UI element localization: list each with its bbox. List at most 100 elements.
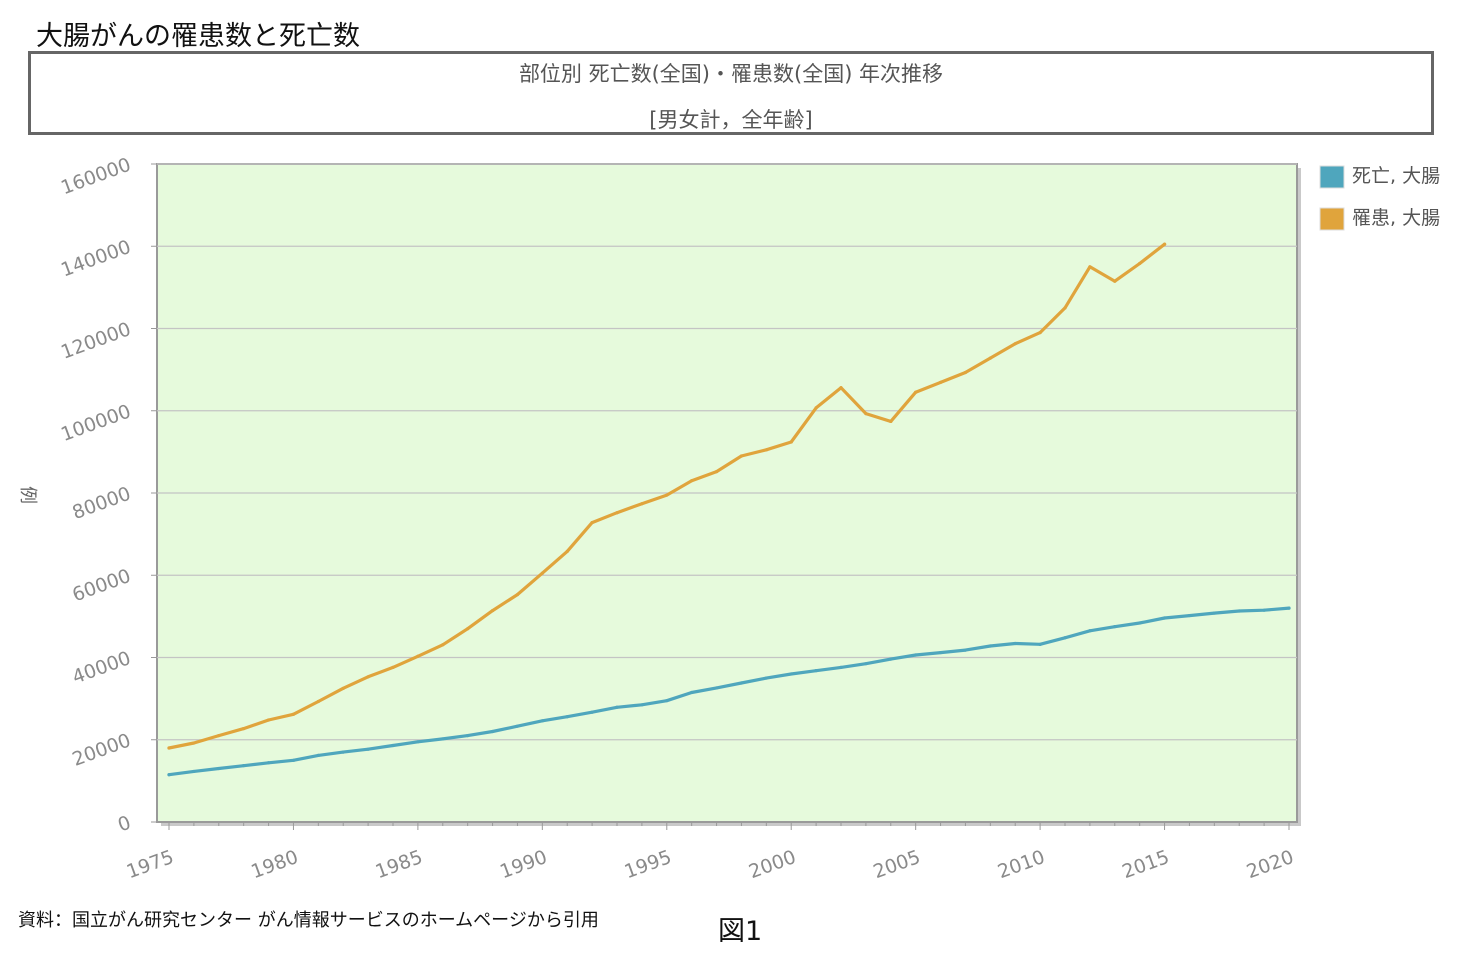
data-point: [1162, 616, 1167, 620]
data-point: [914, 390, 918, 394]
data-point: [291, 712, 296, 716]
data-point: [764, 448, 768, 452]
data-point: [1237, 609, 1241, 613]
data-point: [714, 470, 719, 474]
y-tick-label: 20000: [69, 729, 133, 770]
y-axis-ticks: 0 20000 40000 60000 80000 100000 120000 140000 1…: [58, 154, 157, 837]
data-point: [565, 549, 569, 553]
data-point: [665, 493, 669, 497]
data-point: [864, 662, 868, 666]
x-tick-label: 1990: [497, 846, 550, 883]
data-point: [242, 764, 246, 768]
data-point: [192, 769, 196, 774]
data-point: [640, 502, 644, 506]
data-point: [814, 406, 818, 410]
legend-swatch: [1319, 207, 1345, 231]
data-point: [963, 648, 968, 652]
x-tick-label: 2000: [746, 846, 799, 883]
chart-title: 部位別 死亡数(全国)・罹患数(全国) 年次推移: [518, 62, 944, 86]
data-point: [391, 743, 395, 748]
data-point: [938, 380, 943, 384]
data-point: [1088, 629, 1092, 633]
data-point: [1038, 331, 1042, 335]
data-point: [864, 412, 868, 416]
data-point: [1138, 621, 1142, 625]
data-point: [1063, 636, 1067, 640]
data-point: [889, 657, 893, 661]
page-title: 大腸がんの罹患数と死亡数: [36, 21, 360, 52]
data-point: [1162, 242, 1167, 246]
data-point: [441, 643, 445, 647]
data-point: [565, 715, 569, 719]
data-point: [167, 773, 171, 777]
y-tick-label: 160000: [58, 154, 134, 199]
data-point: [341, 750, 345, 754]
data-point: [540, 719, 544, 723]
y-tick-label: 140000: [58, 236, 134, 281]
data-point: [466, 627, 470, 631]
data-point: [739, 681, 744, 685]
x-tick-label: 2005: [870, 846, 923, 883]
y-tick-label: 60000: [69, 565, 133, 606]
data-point: [1212, 611, 1216, 615]
data-point: [366, 675, 370, 679]
data-point: [515, 724, 520, 728]
line-chart: 0 20000 40000 60000 80000 100000 120000 140000 1…: [17, 154, 1440, 884]
data-point: [291, 758, 296, 762]
data-point: [665, 699, 669, 703]
data-point: [1113, 625, 1117, 629]
data-point: [1187, 613, 1192, 618]
data-point: [914, 653, 918, 657]
x-axis-ticks: 1975 1980 1985 1990 1995 2000 2005 2010 2015 2020: [124, 822, 1297, 883]
data-point: [839, 386, 843, 390]
legend-label: 罹患, 大腸: [1352, 207, 1440, 229]
data-point: [690, 690, 694, 695]
data-point: [988, 644, 992, 648]
data-point: [266, 718, 271, 722]
data-point: [640, 703, 644, 707]
data-point: [1287, 606, 1291, 610]
data-point: [1262, 608, 1266, 612]
data-point: [316, 699, 320, 704]
data-point: [590, 521, 594, 525]
series-layer: [167, 242, 1291, 777]
data-point: [1013, 641, 1017, 646]
x-tick-label: 2020: [1244, 846, 1297, 883]
y-tick-label: 40000: [69, 647, 133, 688]
data-point: [988, 356, 992, 360]
data-point: [217, 766, 221, 771]
data-point: [789, 672, 793, 676]
plot-area: [156, 163, 1301, 826]
y-tick-label: 0: [115, 812, 134, 837]
data-point: [1038, 642, 1042, 646]
data-point: [690, 479, 694, 483]
x-tick-label: 1975: [124, 846, 177, 883]
data-point: [839, 665, 843, 669]
data-point: [466, 734, 470, 738]
data-point: [242, 727, 246, 731]
data-point: [1013, 342, 1017, 346]
data-point: [938, 650, 943, 655]
data-point: [515, 592, 520, 597]
data-point: [192, 741, 196, 745]
data-point: [615, 511, 619, 515]
source-note: 資料：国立がん研究センター がん情報サービスのホームページから引用: [18, 910, 599, 931]
y-axis-label: 例: [17, 486, 38, 504]
chart-subtitle: [男女計，全年齢]: [649, 108, 813, 132]
figure-label: 図1: [718, 916, 763, 947]
data-point: [814, 669, 818, 673]
x-tick-label: 1995: [622, 846, 675, 883]
x-tick-label: 2010: [995, 846, 1048, 883]
data-point: [167, 746, 171, 750]
x-tick-label: 1980: [248, 846, 301, 883]
data-point: [366, 747, 370, 751]
data-point: [441, 737, 445, 741]
data-point: [391, 665, 395, 669]
data-point: [341, 686, 345, 690]
data-point: [416, 740, 420, 744]
x-tick-label: 1985: [373, 846, 426, 883]
y-tick-label: 80000: [69, 483, 133, 524]
data-point: [789, 440, 793, 444]
x-tick-label: 2015: [1119, 846, 1172, 883]
